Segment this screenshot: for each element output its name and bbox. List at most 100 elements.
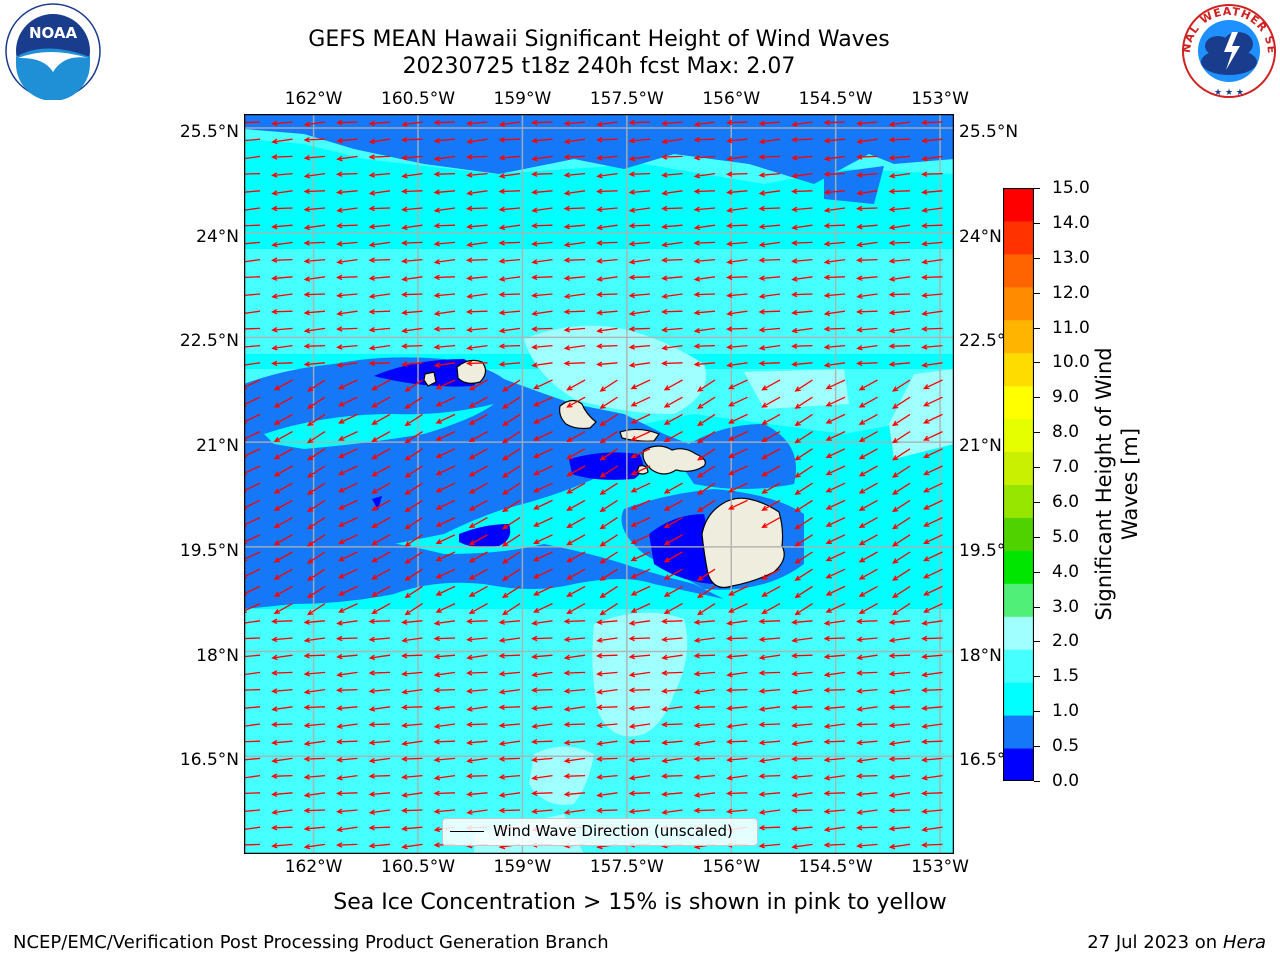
wave-direction-arrow <box>823 808 846 815</box>
wave-direction-arrow <box>368 172 391 178</box>
wave-direction-arrow <box>531 635 553 642</box>
wave-direction-arrow <box>923 431 943 441</box>
wave-direction-arrow <box>244 687 261 693</box>
wave-direction-arrow <box>336 344 358 350</box>
wave-direction-arrow <box>663 413 683 425</box>
wave-direction-arrow <box>661 154 683 160</box>
wave-direction-arrow <box>466 120 488 127</box>
wave-direction-arrow <box>791 361 813 367</box>
wave-direction-arrow <box>306 551 326 564</box>
wave-direction-arrow <box>566 431 586 443</box>
wave-direction-arrow <box>368 120 391 127</box>
island-niihau <box>423 371 437 387</box>
wave-direction-arrow <box>338 465 358 476</box>
colorbar-tick-mark <box>1034 222 1040 224</box>
wave-direction-arrow <box>726 207 748 213</box>
wave-direction-arrow <box>661 654 683 661</box>
wave-direction-arrow <box>758 721 781 728</box>
wave-direction-arrow <box>501 568 521 581</box>
wave-direction-arrow <box>758 654 781 661</box>
wave-direction-arrow <box>563 241 586 248</box>
wave-direction-arrow <box>825 603 846 613</box>
wave-direction-arrow <box>531 808 553 815</box>
wave-direction-arrow <box>306 379 326 392</box>
wave-direction-arrow <box>630 379 651 390</box>
wave-direction-arrow <box>628 671 651 678</box>
wave-direction-arrow <box>338 517 358 527</box>
colorbar-band <box>1003 451 1034 485</box>
wave-direction-arrow <box>726 705 748 711</box>
wave-direction-arrow <box>435 448 456 458</box>
wave-direction-arrow <box>891 431 911 444</box>
wave-direction-arrow <box>630 396 651 407</box>
wave-direction-arrow <box>368 154 391 160</box>
wave-direction-arrow <box>271 721 293 728</box>
wave-direction-arrow <box>758 824 781 831</box>
island-oahu <box>559 399 597 430</box>
wave-direction-arrow <box>758 138 781 145</box>
wave-direction-arrow <box>661 327 683 333</box>
wave-direction-arrow <box>531 171 553 177</box>
wave-direction-arrow <box>921 344 943 350</box>
wave-direction-arrow <box>791 807 813 814</box>
wave-direction-arrow <box>401 172 423 179</box>
wave-direction-arrow <box>628 292 651 299</box>
lon-tick-label-bot: 156°W <box>702 857 761 877</box>
wave-direction-arrow <box>368 706 391 712</box>
wave-direction-arrow <box>498 206 521 213</box>
wave-direction-arrow <box>825 448 846 458</box>
wave-direction-arrow <box>433 687 456 693</box>
wave-direction-arrow <box>306 465 326 478</box>
wave-direction-arrow <box>501 448 521 461</box>
wave-direction-arrow <box>596 258 618 264</box>
wave-direction-arrow <box>693 276 716 282</box>
wave-direction-arrow <box>761 517 781 529</box>
wave-direction-arrow <box>596 619 618 625</box>
wave-direction-arrow <box>726 687 748 693</box>
colorbar-band <box>1003 418 1034 453</box>
wave-direction-arrow <box>794 499 813 513</box>
wave-direction-arrow <box>271 241 293 248</box>
wave-direction-arrow <box>433 292 456 299</box>
wave-direction-arrow <box>468 585 488 597</box>
wave-direction-arrow <box>888 343 911 349</box>
wave-direction-arrow <box>630 431 651 441</box>
wave-direction-arrow <box>466 344 488 351</box>
wave-direction-arrow <box>596 792 618 798</box>
wave-direction-arrow <box>563 275 586 281</box>
wave-direction-arrow <box>531 738 553 745</box>
wave-direction-arrow <box>498 637 521 643</box>
wave-direction-arrow <box>401 688 423 695</box>
wave-direction-arrow <box>825 396 846 407</box>
colorbar-band <box>1003 550 1034 584</box>
wave-direction-arrow <box>661 120 683 127</box>
wave-direction-arrow <box>303 276 326 282</box>
wave-direction-arrow <box>693 740 716 747</box>
colorbar-tick-mark <box>1034 501 1040 503</box>
wave-direction-arrow <box>498 361 521 367</box>
lon-tick-label-bot: 154.5°W <box>798 857 873 877</box>
wave-direction-arrow <box>693 155 716 161</box>
wave-direction-arrow <box>404 517 423 530</box>
colorbar-band <box>1003 748 1034 781</box>
wave-direction-arrow <box>856 190 878 196</box>
wave-direction-arrow <box>921 119 943 126</box>
wave-direction-arrow <box>303 688 326 695</box>
lat-tick-label-right: 25.5°N <box>959 121 1019 142</box>
wave-direction-arrow <box>468 499 488 511</box>
wave-direction-arrow <box>825 379 846 390</box>
wave-direction-arrow <box>888 224 911 231</box>
wave-direction-arrow <box>825 431 846 441</box>
wave-direction-arrow <box>921 738 943 745</box>
wave-direction-arrow <box>823 635 846 642</box>
wave-direction-arrow <box>433 155 456 162</box>
wave-direction-arrow <box>726 344 748 350</box>
wave-direction-arrow <box>501 499 521 513</box>
wave-direction-arrow <box>401 619 423 625</box>
wave-direction-arrow <box>823 344 846 350</box>
colorbar-tick-mark <box>1034 781 1040 782</box>
wave-direction-arrow <box>858 603 878 615</box>
wave-direction-arrow <box>791 825 813 832</box>
wave-direction-arrow <box>888 792 911 798</box>
wave-direction-arrow <box>921 362 943 368</box>
